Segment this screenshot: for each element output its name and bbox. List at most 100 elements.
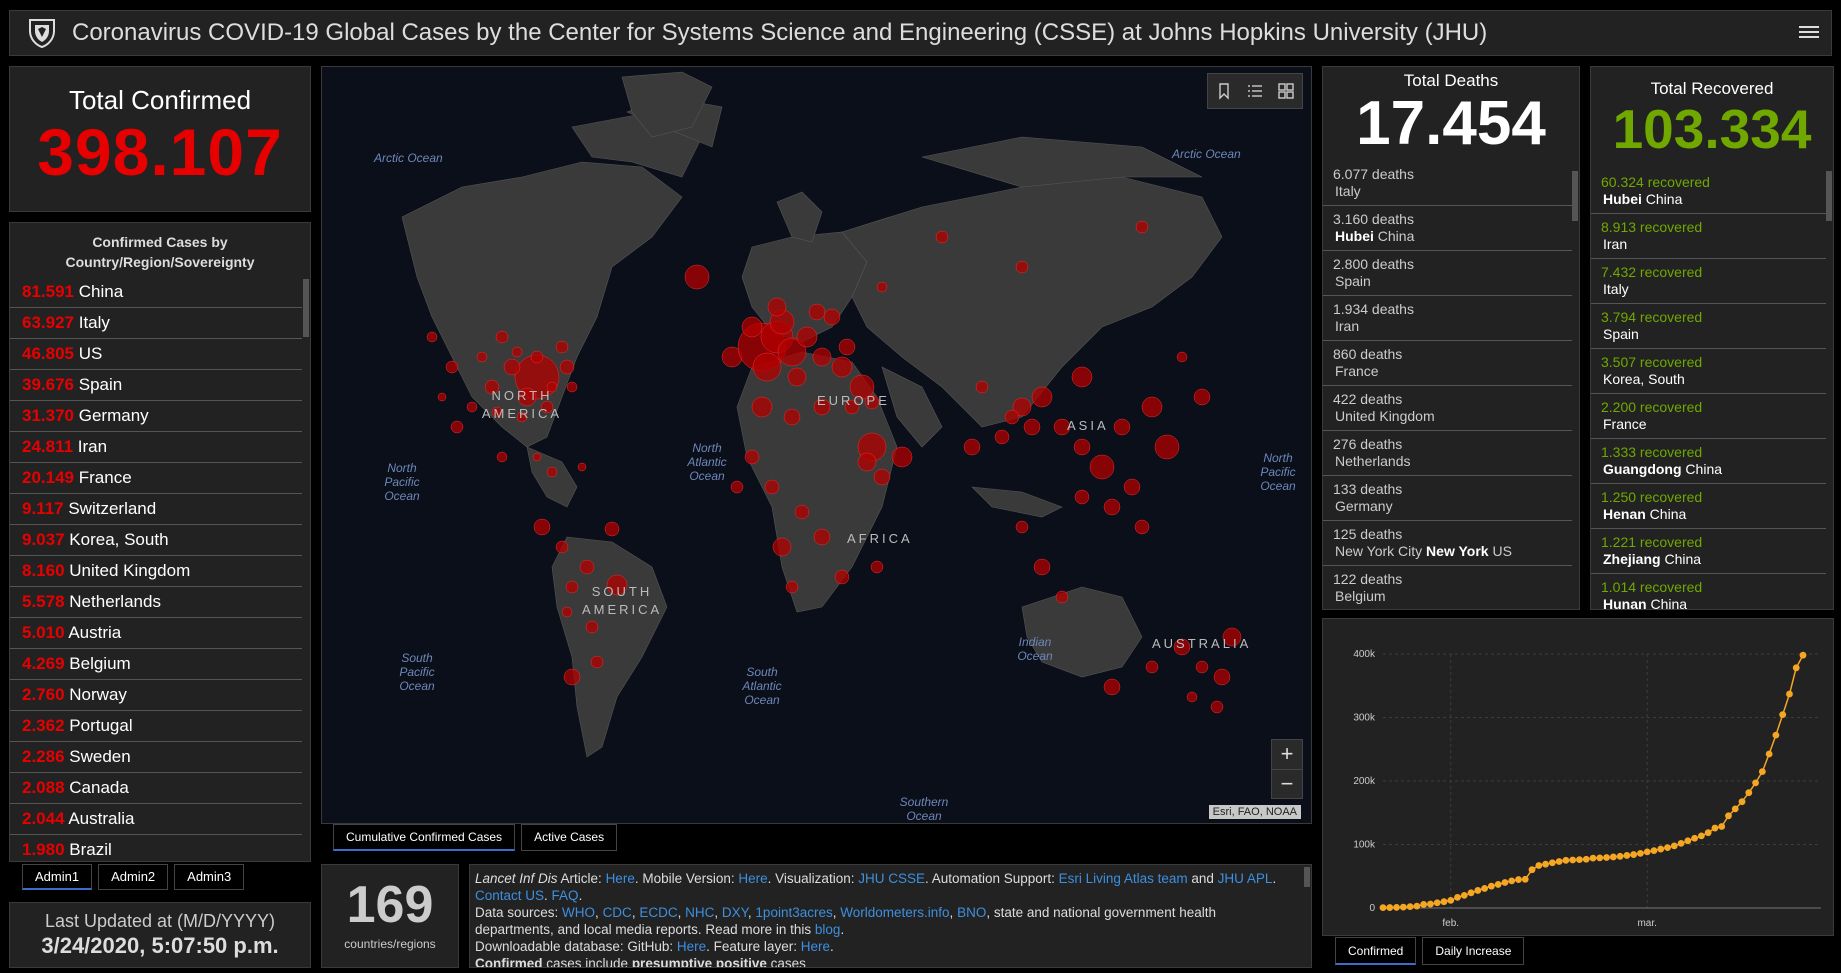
case-dot[interactable]: [559, 359, 575, 375]
chart-data-point[interactable]: [1664, 844, 1671, 851]
confirmed-list-item[interactable]: 4.269 Belgium: [10, 649, 302, 680]
case-dot[interactable]: [1074, 489, 1090, 505]
recovered-list-item[interactable]: 3.794 recovered Spain: [1591, 304, 1826, 349]
case-dot[interactable]: [741, 316, 763, 338]
case-dot[interactable]: [517, 387, 537, 407]
case-dot[interactable]: [565, 580, 579, 594]
case-dot[interactable]: [823, 308, 841, 326]
case-dot[interactable]: [495, 330, 509, 344]
case-dot[interactable]: [503, 358, 521, 376]
chart-data-point[interactable]: [1454, 893, 1461, 901]
chart-data-point[interactable]: [1657, 845, 1665, 853]
zoom-in-button[interactable]: +: [1280, 741, 1294, 766]
case-dot[interactable]: [533, 518, 551, 536]
chart-data-point[interactable]: [1772, 731, 1780, 739]
chart-data-point[interactable]: [1609, 853, 1617, 861]
chart-data-point[interactable]: [1467, 889, 1475, 897]
case-dot[interactable]: [844, 399, 860, 415]
recovered-list-item[interactable]: 1.014 recovered Hunan China: [1591, 574, 1826, 609]
case-dot[interactable]: [1176, 351, 1188, 363]
case-dot[interactable]: [787, 367, 807, 387]
confirmed-list-item[interactable]: 2.088 Canada: [10, 773, 302, 804]
chart-data-point[interactable]: [1440, 898, 1448, 906]
tab-cumulative-confirmed[interactable]: Cumulative Confirmed Cases: [333, 824, 516, 851]
mobile-version-link[interactable]: Here: [738, 871, 768, 886]
case-dot[interactable]: [864, 394, 880, 410]
case-dot[interactable]: [530, 350, 544, 364]
confirmed-country-list[interactable]: 81.591 China 63.927 Italy 46.805 US 39.676 …: [10, 277, 310, 861]
case-dot[interactable]: [566, 381, 578, 393]
case-dot[interactable]: [785, 580, 799, 594]
case-dot[interactable]: [555, 340, 569, 354]
chart-data-point[interactable]: [1691, 834, 1699, 842]
case-dot[interactable]: [1173, 638, 1191, 656]
case-dot[interactable]: [1193, 388, 1211, 406]
confirmed-list-scrollbar[interactable]: [303, 279, 309, 337]
deaths-list-item[interactable]: 3.160 deaths Hubei China: [1323, 206, 1572, 251]
case-dot[interactable]: [1012, 397, 1032, 417]
chart-data-point[interactable]: [1420, 901, 1428, 908]
case-dot[interactable]: [730, 480, 744, 494]
case-dot[interactable]: [546, 381, 558, 393]
case-dots-layer[interactable]: [426, 220, 1242, 714]
confirmed-list-item[interactable]: 5.010 Austria: [10, 618, 302, 649]
case-dot[interactable]: [555, 540, 569, 554]
case-dot[interactable]: [876, 281, 888, 293]
chart-data-point[interactable]: [1413, 902, 1421, 910]
chart-data-point[interactable]: [1487, 882, 1495, 890]
recovered-list-item[interactable]: 8.913 recovered Iran: [1591, 214, 1826, 259]
case-dot[interactable]: [445, 360, 459, 374]
chart-data-point[interactable]: [1596, 854, 1604, 862]
case-dot[interactable]: [561, 606, 573, 618]
case-dot[interactable]: [849, 374, 875, 400]
confirmed-list-item[interactable]: 24.811 Iran: [10, 432, 302, 463]
case-dot[interactable]: [794, 504, 810, 520]
confirmed-list-item[interactable]: 2.362 Portugal: [10, 711, 302, 742]
tab-chart-confirmed[interactable]: Confirmed: [1335, 937, 1417, 965]
tab-active-cases[interactable]: Active Cases: [521, 824, 618, 851]
case-dot[interactable]: [838, 338, 856, 356]
case-dot[interactable]: [1073, 438, 1091, 456]
case-dot[interactable]: [857, 452, 877, 472]
chart-data-point[interactable]: [1779, 711, 1787, 719]
case-dot[interactable]: [891, 446, 913, 468]
case-dot[interactable]: [764, 479, 780, 495]
chart-data-point[interactable]: [1515, 876, 1522, 883]
case-dot[interactable]: [935, 230, 949, 244]
recovered-list-item[interactable]: 1.250 recovered Henan China: [1591, 484, 1826, 529]
world-map[interactable]: Arctic Ocean Arctic Ocean North Pacific …: [321, 66, 1312, 824]
case-dot[interactable]: [1033, 558, 1051, 576]
case-dot[interactable]: [426, 331, 438, 343]
case-dot[interactable]: [590, 655, 604, 669]
case-dot[interactable]: [808, 303, 826, 321]
case-dot[interactable]: [813, 398, 831, 416]
chart-data-point[interactable]: [1677, 839, 1685, 847]
case-dot[interactable]: [1222, 627, 1242, 647]
recovered-list-item[interactable]: 1.221 recovered Zhejiang China: [1591, 529, 1826, 574]
deaths-list-item[interactable]: 125 deaths New York City New York US: [1323, 521, 1572, 566]
faq-link[interactable]: FAQ: [551, 888, 579, 903]
recovered-list-item[interactable]: 60.324 recovered Hubei China: [1591, 169, 1826, 214]
confirmed-list-item[interactable]: 9.037 Korea, South: [10, 525, 302, 556]
deaths-list-item[interactable]: 860 deaths France: [1323, 341, 1572, 386]
source-link-dxy[interactable]: DXY: [721, 905, 748, 920]
deaths-list-item[interactable]: 422 deaths United Kingdom: [1323, 386, 1572, 431]
recovered-list-item[interactable]: 1.333 recovered Guangdong China: [1591, 439, 1826, 484]
chart-data-point[interactable]: [1786, 690, 1793, 698]
case-dot[interactable]: [1195, 660, 1209, 674]
chart-data-point[interactable]: [1542, 860, 1549, 868]
case-dot[interactable]: [1186, 691, 1198, 703]
chart-data-point[interactable]: [1684, 837, 1692, 845]
source-link-who[interactable]: WHO: [562, 905, 596, 920]
deaths-list-scrollbar[interactable]: [1572, 171, 1578, 221]
chart-data-point[interactable]: [1745, 789, 1753, 797]
bookmark-icon[interactable]: [1215, 82, 1233, 100]
confirmed-list-item[interactable]: 46.805 US: [10, 339, 302, 370]
basemap-grid-icon[interactable]: [1277, 82, 1295, 100]
chart-data-point[interactable]: [1508, 877, 1516, 885]
chart-data-point[interactable]: [1738, 798, 1746, 806]
chart-data-point[interactable]: [1474, 887, 1482, 894]
tab-admin2[interactable]: Admin2: [98, 864, 169, 890]
chart-data-point[interactable]: [1555, 858, 1563, 865]
deaths-list-item[interactable]: 2.800 deaths Spain: [1323, 251, 1572, 296]
